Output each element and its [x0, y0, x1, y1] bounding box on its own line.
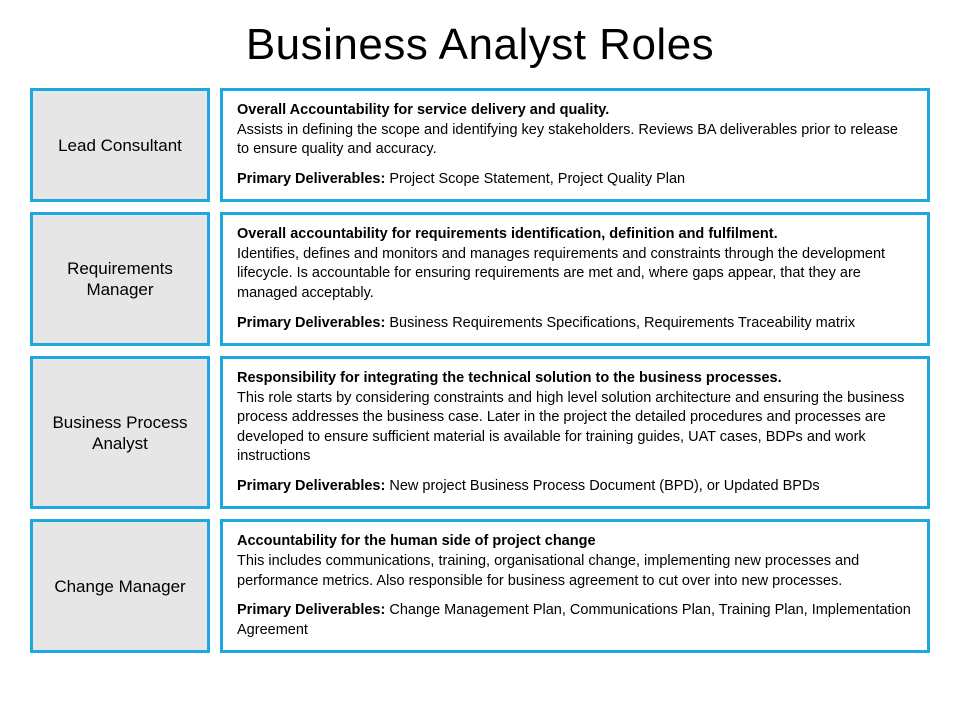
- role-body: Assists in defining the scope and identi…: [237, 122, 898, 158]
- role-description: Accountability for the human side of pro…: [237, 532, 913, 591]
- role-deliverables: Primary Deliverables: Change Management …: [237, 601, 913, 640]
- role-row: Business Process Analyst Responsibility f…: [30, 356, 930, 509]
- role-name-box: Business Process Analyst: [30, 356, 210, 509]
- role-name-box: Lead Consultant: [30, 88, 210, 202]
- role-name-box: Change Manager: [30, 519, 210, 653]
- role-description-box: Overall accountability for requirements …: [220, 212, 930, 346]
- role-name: Lead Consultant: [58, 135, 182, 156]
- role-body: This role starts by considering constrai…: [237, 390, 904, 465]
- role-headline: Overall Accountability for service deliv…: [237, 102, 609, 118]
- deliverables-label: Primary Deliverables:: [237, 171, 385, 187]
- page-title: Business Analyst Roles: [30, 20, 930, 70]
- role-row: Change Manager Accountability for the hum…: [30, 519, 930, 653]
- role-description: Overall Accountability for service deliv…: [237, 101, 913, 160]
- role-description-box: Overall Accountability for service deliv…: [220, 88, 930, 202]
- role-deliverables: Primary Deliverables: Project Scope Stat…: [237, 170, 913, 190]
- role-row: Lead Consultant Overall Accountability fo…: [30, 88, 930, 202]
- role-description-box: Accountability for the human side of pro…: [220, 519, 930, 653]
- role-body: This includes communications, training, …: [237, 553, 859, 589]
- deliverables-value: New project Business Process Document (B…: [385, 478, 819, 494]
- deliverables-label: Primary Deliverables:: [237, 602, 385, 618]
- deliverables-label: Primary Deliverables:: [237, 315, 385, 331]
- deliverables-value: Business Requirements Specifications, Re…: [385, 315, 855, 331]
- role-description: Responsibility for integrating the techn…: [237, 369, 913, 467]
- role-headline: Accountability for the human side of pro…: [237, 533, 596, 549]
- roles-container: Lead Consultant Overall Accountability fo…: [30, 88, 930, 653]
- role-body: Identifies, defines and monitors and man…: [237, 246, 885, 301]
- role-description: Overall accountability for requirements …: [237, 225, 913, 303]
- role-deliverables: Primary Deliverables: New project Busine…: [237, 477, 913, 497]
- role-name: Business Process Analyst: [41, 412, 199, 455]
- role-headline: Responsibility for integrating the techn…: [237, 370, 782, 386]
- role-name: Change Manager: [54, 576, 185, 597]
- role-row: Requirements Manager Overall accountabili…: [30, 212, 930, 346]
- role-description-box: Responsibility for integrating the techn…: [220, 356, 930, 509]
- deliverables-label: Primary Deliverables:: [237, 478, 385, 494]
- role-headline: Overall accountability for requirements …: [237, 226, 778, 242]
- deliverables-value: Project Scope Statement, Project Quality…: [385, 171, 685, 187]
- role-deliverables: Primary Deliverables: Business Requireme…: [237, 314, 913, 334]
- role-name-box: Requirements Manager: [30, 212, 210, 346]
- role-name: Requirements Manager: [41, 258, 199, 301]
